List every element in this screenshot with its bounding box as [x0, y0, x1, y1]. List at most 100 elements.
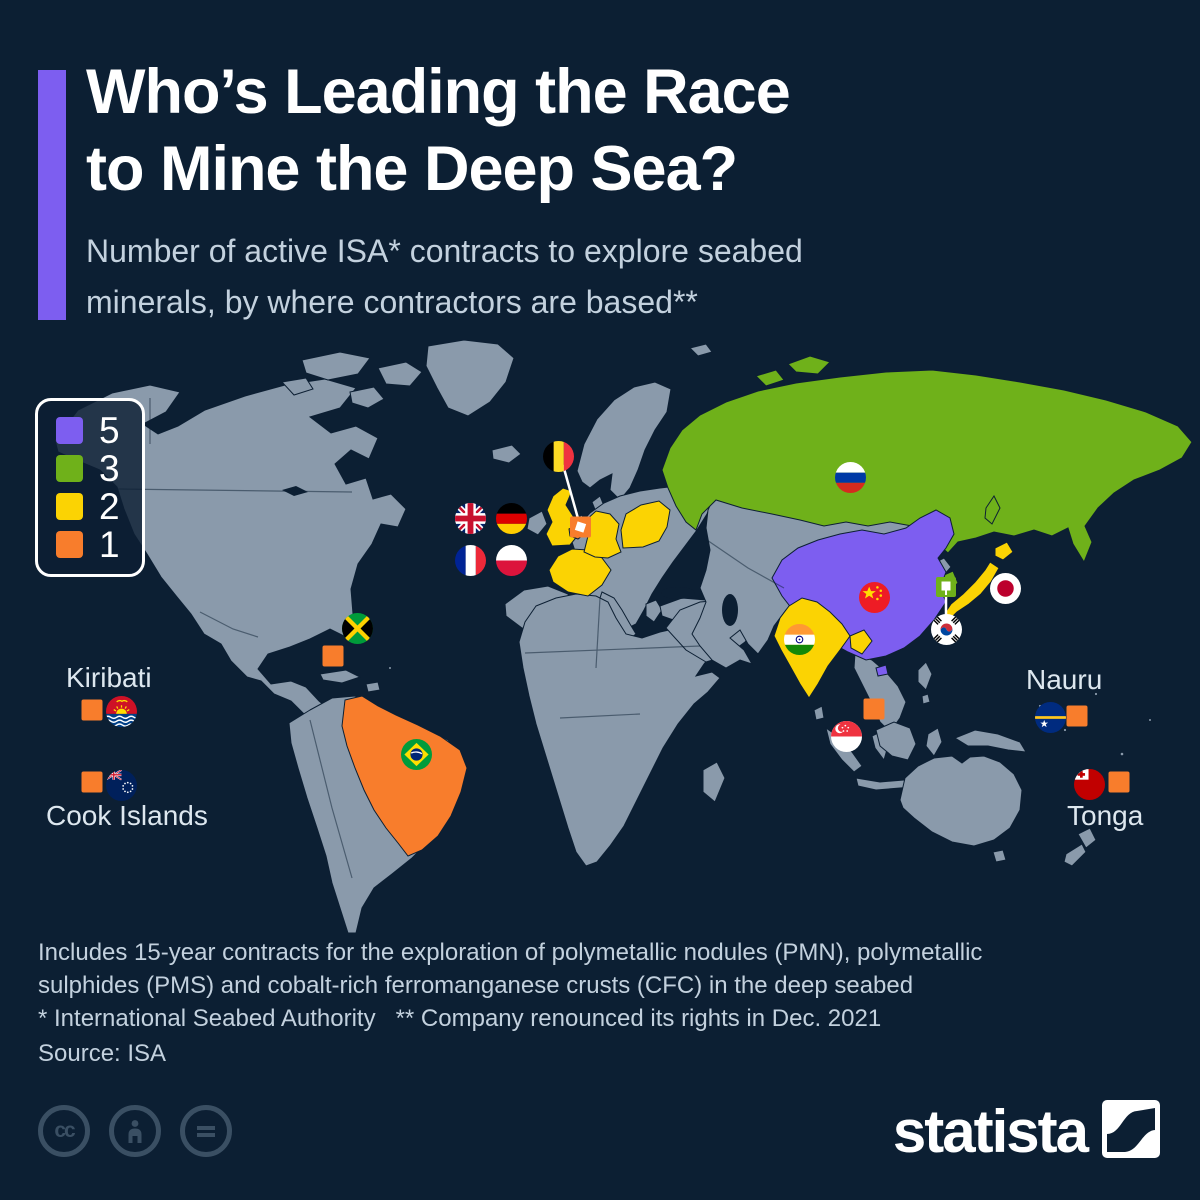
flag-united-kingdom: [455, 503, 486, 534]
country-russia-sakhalin: [984, 495, 1001, 525]
pacific-island-dot: [1093, 691, 1099, 697]
border-africa-3: [559, 713, 641, 719]
philippines-south: [921, 693, 931, 705]
label-kiribati: Kiribati: [66, 662, 152, 693]
footnotes: Includes 15-year contracts for the explo…: [38, 936, 982, 1035]
belgium-leader-line: [561, 464, 581, 523]
footnote-line-1: Includes 15-year contracts for the explo…: [38, 939, 983, 966]
marker-south-korea: [936, 577, 956, 597]
scandinavia: [576, 381, 672, 501]
pacific-island-dot: [1148, 718, 1152, 722]
flag-south-korea: [931, 614, 962, 645]
subtitle-line-2: minerals, by where contractors are based…: [86, 284, 698, 320]
country-china-hainan: [875, 664, 889, 677]
legend-value: 3: [99, 448, 120, 489]
flag-japan: [990, 573, 1021, 604]
new-zealand-south: [1063, 843, 1087, 867]
page-title: Who’s Leading the Race to Mine the Deep S…: [86, 54, 791, 208]
marker-nauru: [1066, 705, 1088, 727]
title-line-2: to Mine the Deep Sea?: [86, 134, 738, 204]
subtitle-line-1: Number of active ISA* contracts to explo…: [86, 233, 803, 269]
flag-tonga: [1074, 769, 1105, 800]
legend-row-2: 2: [56, 486, 120, 527]
flag-china: [859, 582, 890, 613]
flag-india: [784, 624, 815, 655]
legend-value: 1: [99, 524, 120, 565]
flag-russia: [835, 462, 866, 493]
marker-singapore: [863, 698, 885, 720]
border-south-america: [309, 719, 353, 879]
statista-logo: [1102, 1100, 1160, 1163]
no-derivatives-icon: [180, 1105, 232, 1157]
page-subtitle: Number of active ISA* contracts to explo…: [86, 226, 803, 328]
indochina: [853, 652, 907, 733]
legend-swatch-yellow: [56, 493, 83, 520]
world-map: [54, 339, 1193, 934]
marker-tonga: [1108, 771, 1130, 793]
legend: 5 3 2 1: [35, 398, 145, 577]
flag-jamaica: [342, 613, 373, 644]
flag-singapore: [831, 721, 862, 752]
border-us-canada: [117, 488, 353, 493]
attribution-icon: [109, 1105, 161, 1157]
hispaniola: [365, 681, 381, 693]
pacific-island-dot: [1119, 751, 1125, 757]
footnote-line-3: * International Seabed Authority ** Comp…: [38, 1005, 882, 1032]
sri-lanka: [813, 705, 825, 721]
arctic-island: [301, 351, 371, 381]
philippines: [917, 661, 933, 691]
arctic-island: [349, 386, 385, 409]
tasmania: [992, 849, 1007, 863]
ireland: [526, 510, 548, 536]
svalbard: [689, 343, 713, 357]
label-nauru: Nauru: [1026, 664, 1103, 695]
flag-france: [455, 545, 486, 576]
new-zealand-north: [1077, 827, 1097, 849]
country-russia: [661, 369, 1193, 564]
legend-row-5: 5: [56, 410, 120, 451]
arctic-island: [377, 361, 423, 387]
cuba: [319, 669, 362, 684]
country-russia-novaya-zemlya: [787, 355, 831, 375]
legend-row-3: 3: [56, 448, 120, 489]
border-africa-2: [595, 597, 601, 669]
marker-kiribati: [81, 699, 103, 721]
label-tonga: Tonga: [1067, 800, 1144, 831]
border-us-mexico: [199, 611, 259, 638]
flag-germany: [496, 503, 527, 534]
legend-value: 5: [99, 410, 120, 451]
brand: statista: [893, 1097, 1160, 1166]
statista-wordmark: statista: [892, 1098, 1089, 1165]
iceland: [491, 444, 522, 464]
arctic-island: [281, 377, 314, 396]
border-africa-1: [524, 645, 701, 654]
source-text: Source: ISA: [38, 1040, 167, 1067]
pacific-island-dot: [1062, 727, 1068, 733]
legend-value: 2: [99, 486, 120, 527]
caspian-sea: [722, 594, 738, 626]
label-cook-islands: Cook Islands: [46, 800, 208, 831]
australia: [899, 755, 1023, 847]
greenland: [425, 339, 515, 417]
title-line-1: Who’s Leading the Race: [86, 57, 791, 127]
greece: [645, 599, 663, 623]
flag-nauru: [1035, 702, 1066, 733]
legend-row-1: 1: [56, 524, 120, 565]
country-france: [548, 548, 612, 597]
marker-belgium: [570, 516, 591, 538]
new-guinea: [953, 729, 1027, 753]
creative-commons-icon: cc: [38, 1105, 90, 1157]
marker-jamaica: [322, 645, 344, 667]
footnote-line-2: sulphides (PMS) and cobalt-rich ferroman…: [38, 972, 914, 999]
flag-brazil: [401, 739, 432, 770]
pacific-island-dot: [388, 666, 392, 670]
flag-cook-islands: [106, 770, 137, 801]
license-icons: cc: [38, 1105, 232, 1157]
borneo: [875, 721, 917, 761]
title-accent-bar: [38, 70, 66, 320]
country-india-northeast: [849, 629, 873, 655]
flag-kiribati: [106, 696, 137, 727]
continent-africa: [518, 593, 721, 867]
flag-belgium: [543, 441, 574, 472]
